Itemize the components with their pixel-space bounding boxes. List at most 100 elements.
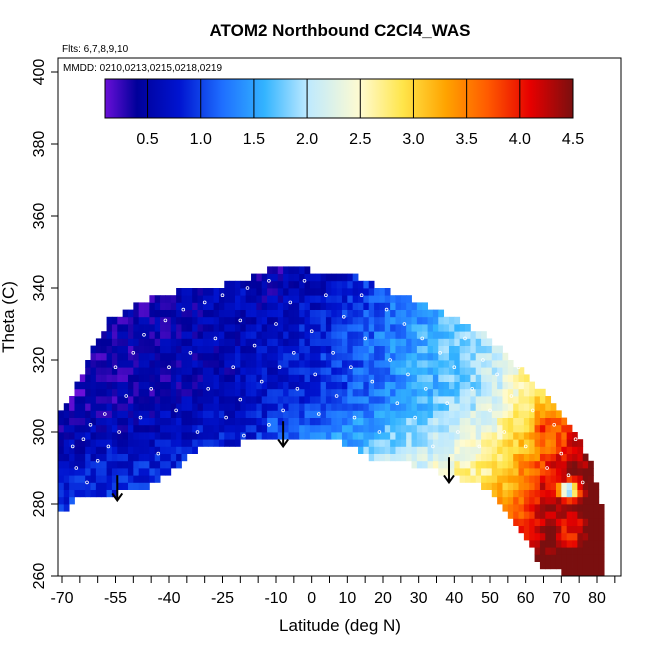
heatmap-cell [539, 511, 546, 519]
heatmap-cell [470, 352, 477, 361]
heatmap-cell [240, 295, 247, 303]
heatmap-cell [432, 331, 439, 339]
heatmap-cell [529, 446, 535, 454]
heatmap-cell [224, 367, 231, 375]
heatmap-cell [256, 331, 263, 339]
heatmap-cell [561, 504, 568, 512]
heatmap-cell [149, 432, 156, 440]
heatmap-cell [315, 288, 321, 296]
heatmap-cell [598, 518, 605, 526]
heatmap-cell [229, 417, 236, 426]
heatmap-cell [577, 554, 584, 562]
heatmap-cell [384, 446, 391, 454]
heatmap-cell [379, 410, 386, 418]
heatmap-cell [149, 424, 156, 433]
heatmap-cell [481, 331, 487, 339]
heatmap-cell [213, 352, 220, 361]
heatmap-cell [127, 360, 134, 368]
heatmap-cell [101, 417, 107, 426]
heatmap-cell [561, 453, 568, 462]
heatmap-cell [90, 417, 97, 426]
heatmap-cell [154, 295, 161, 303]
heatmap-cell [197, 388, 204, 397]
heatmap-cell [170, 345, 177, 354]
heatmap-cell [245, 388, 252, 397]
heatmap-cell [192, 338, 198, 346]
sample-point [188, 350, 193, 355]
heatmap-cell [475, 460, 482, 469]
heatmap-cell [529, 525, 535, 534]
heatmap-cell [170, 460, 177, 469]
heatmap-cell [529, 518, 535, 526]
heatmap-cell [186, 331, 193, 339]
heatmap-cell [117, 446, 124, 454]
heatmap-cell [117, 316, 124, 325]
heatmap-cell [149, 352, 156, 361]
heatmap-cell [411, 396, 418, 404]
heatmap-cell [481, 439, 487, 447]
heatmap-cell [459, 432, 466, 440]
heatmap-cell [427, 331, 434, 339]
x-tick-label: -40 [157, 590, 180, 607]
heatmap-cell [331, 338, 338, 346]
heatmap-cell [454, 403, 461, 411]
heatmap-cell [160, 432, 166, 440]
heatmap-cell [95, 352, 102, 361]
heatmap-cell [438, 324, 445, 332]
heatmap-cell [539, 540, 546, 548]
heatmap-cell [69, 446, 75, 454]
heatmap-cell [208, 345, 214, 354]
heatmap-cell [582, 468, 589, 476]
heatmap-cell [427, 417, 434, 426]
heatmap-cell [251, 432, 257, 440]
heatmap-cell [534, 439, 541, 447]
heatmap-cell [229, 432, 236, 440]
x-tick-label: -25 [211, 590, 234, 607]
sample-point [181, 307, 186, 312]
heatmap-cell [69, 403, 75, 411]
heatmap-cell [470, 453, 477, 462]
x-tick-label: 20 [374, 590, 392, 607]
heatmap-cell [550, 525, 557, 534]
heatmap-cell [566, 511, 573, 519]
sample-point [452, 365, 457, 370]
heatmap-cell [229, 403, 236, 411]
heatmap-cell [379, 453, 386, 462]
heatmap-cell [400, 338, 407, 346]
heatmap-cell [475, 345, 482, 354]
heatmap-cell [363, 331, 370, 339]
heatmap-cell [539, 453, 546, 462]
heatmap-cell [539, 496, 546, 505]
heatmap-cell [422, 388, 428, 397]
heatmap-cell [90, 388, 97, 397]
heatmap-cell [555, 496, 562, 505]
heatmap-cell [448, 352, 455, 361]
heatmap-cell [79, 381, 86, 390]
heatmap-cell [566, 468, 573, 476]
heatmap-cell [90, 352, 97, 361]
sample-point [163, 318, 168, 323]
heatmap-cell [320, 280, 327, 289]
heatmap-cell [122, 352, 129, 361]
heatmap-cell [593, 568, 600, 577]
heatmap-cell [491, 432, 498, 440]
heatmap-cell [101, 360, 107, 368]
heatmap-cell [165, 403, 172, 411]
heatmap-cell [336, 345, 343, 354]
heatmap-cell [197, 432, 204, 440]
heatmap-cell [443, 360, 450, 368]
heatmap-cell [550, 475, 557, 483]
sample-point [238, 397, 243, 402]
heatmap-cell [106, 352, 113, 361]
heatmap-cell [400, 410, 407, 418]
heatmap-cell [347, 273, 354, 282]
heatmap-cell [256, 410, 263, 418]
heatmap-cell [165, 460, 172, 469]
heatmap-cell [341, 388, 348, 397]
heatmap-cell [395, 439, 402, 447]
heatmap-cell [454, 352, 461, 361]
heatmap-cell [240, 396, 247, 404]
heatmap-cell [165, 446, 172, 454]
heatmap-cell [186, 316, 193, 325]
